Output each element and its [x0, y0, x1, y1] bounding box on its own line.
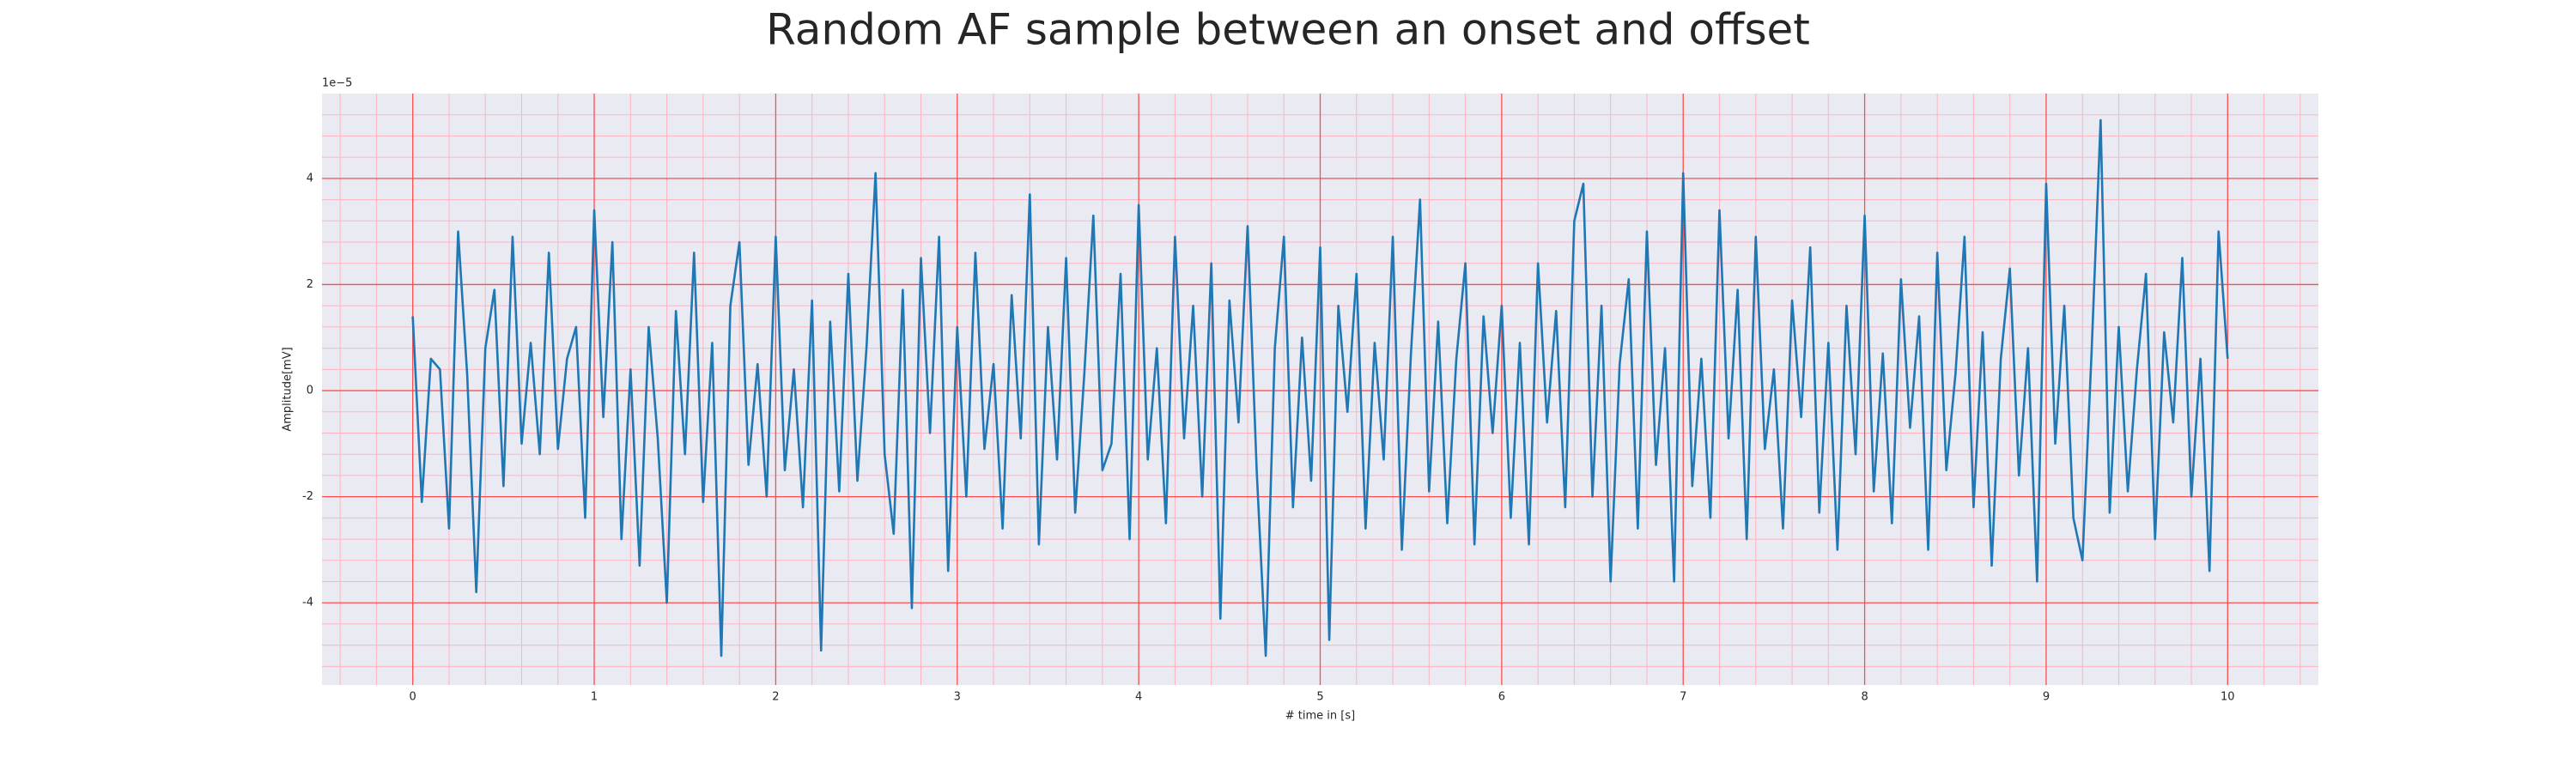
x-tick-label: 6	[1498, 691, 1505, 704]
data-line	[411, 118, 2229, 658]
x-tick-label: 5	[1316, 691, 1323, 704]
x-tick-label: 10	[2221, 691, 2235, 704]
x-tick-label: 8	[1861, 691, 1868, 704]
chart-title: Random AF sample between an onset and of…	[766, 5, 1810, 55]
x-tick-label: 0	[410, 691, 416, 704]
y-tick-label: 4	[307, 172, 313, 185]
y-offset-text: 1e−5	[322, 77, 352, 90]
x-tick-label: 3	[954, 691, 961, 704]
y-tick-label: 2	[307, 278, 313, 291]
x-tick-label: 9	[2043, 691, 2050, 704]
x-tick-label: 7	[1680, 691, 1686, 704]
y-axis-label: Amplitude[mV]	[282, 347, 295, 431]
y-tick-label: -4	[302, 597, 313, 609]
x-tick-label: 2	[772, 691, 779, 704]
y-tick-label: -2	[302, 490, 313, 503]
y-tick-label: 0	[307, 385, 313, 397]
x-axis-label: # time in [s]	[1285, 710, 1355, 723]
x-tick-label: 4	[1135, 691, 1142, 704]
x-tick-label: 1	[591, 691, 598, 704]
